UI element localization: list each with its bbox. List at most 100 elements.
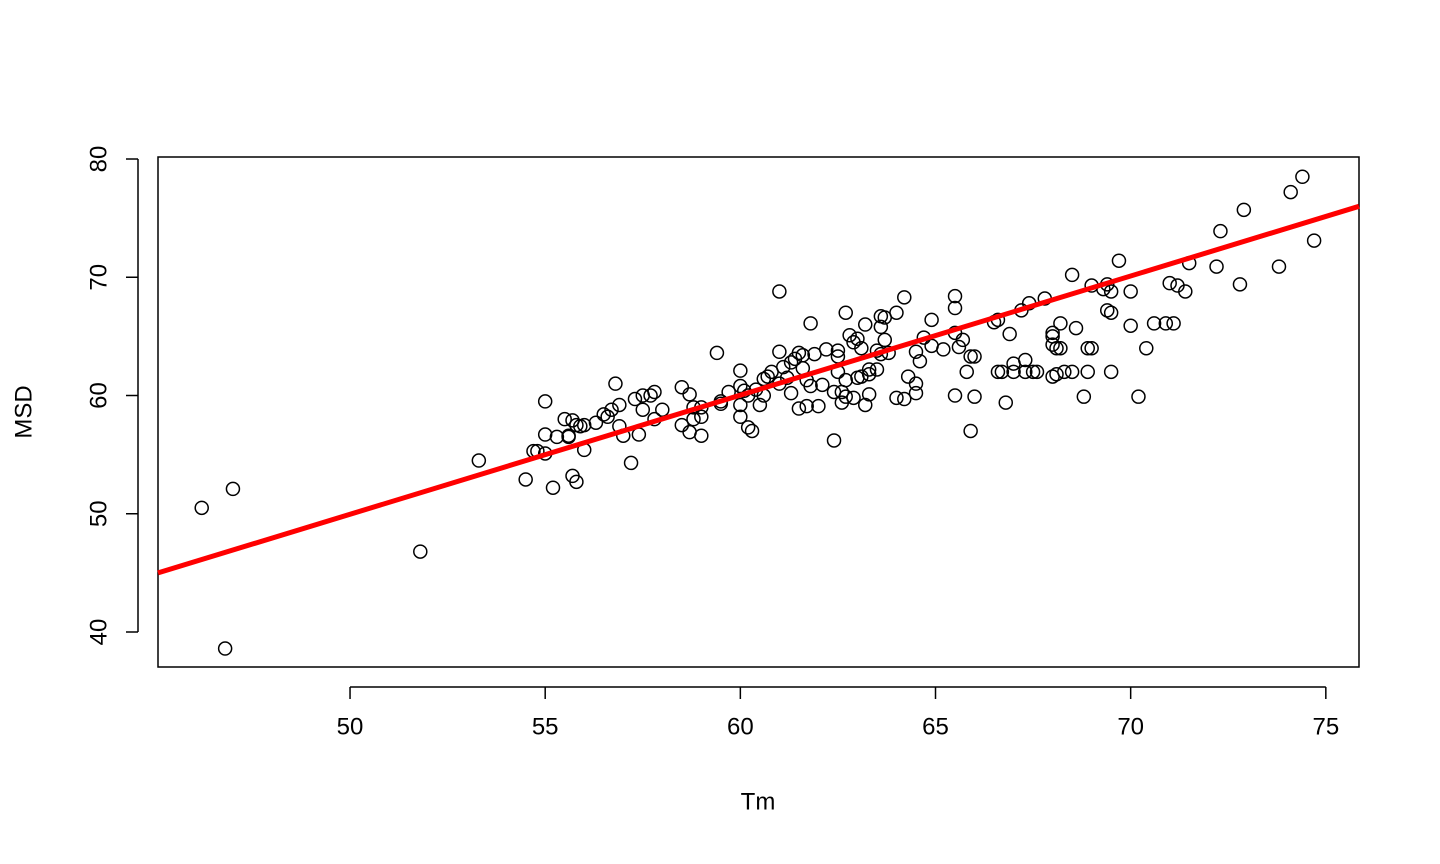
point [826, 433, 842, 448]
point [846, 390, 861, 406]
point [869, 362, 885, 377]
plot-box [157, 156, 1360, 668]
point [803, 378, 818, 394]
point [799, 398, 814, 414]
point [1099, 303, 1115, 318]
point [1158, 316, 1174, 331]
point [947, 388, 963, 403]
y-tick-label: 70 [85, 264, 112, 291]
point [830, 343, 846, 358]
point [545, 480, 561, 495]
y-tick-label: 80 [85, 146, 112, 173]
point [908, 344, 924, 360]
point [682, 387, 697, 402]
point [1006, 364, 1021, 380]
point [674, 379, 690, 395]
point [1123, 284, 1138, 299]
x-tick-label: 75 [1312, 713, 1339, 740]
point [760, 369, 775, 384]
point [752, 397, 768, 413]
point [815, 377, 830, 393]
point [576, 417, 592, 433]
point [635, 402, 651, 417]
point [549, 429, 565, 445]
point [912, 353, 928, 369]
point [1045, 325, 1060, 341]
point [924, 312, 939, 328]
point [967, 349, 982, 364]
point [877, 332, 893, 348]
point [1057, 364, 1072, 380]
point [569, 474, 584, 490]
point [647, 384, 662, 400]
y-axis-label: MSD [10, 385, 37, 438]
point [861, 366, 877, 382]
y-tick-label: 60 [85, 382, 112, 409]
point [733, 409, 748, 425]
point [1053, 316, 1068, 331]
point [217, 641, 233, 656]
point [772, 284, 787, 299]
point [1111, 253, 1127, 268]
point [1025, 364, 1041, 380]
point [1076, 389, 1092, 404]
point [1080, 340, 1095, 356]
point [897, 290, 912, 305]
point [803, 316, 818, 331]
point [744, 423, 760, 439]
point [959, 364, 974, 380]
point [889, 390, 904, 406]
point [537, 394, 553, 409]
point [1084, 340, 1099, 356]
point [1029, 364, 1045, 380]
point [1306, 233, 1322, 248]
point [1162, 275, 1177, 291]
point [811, 398, 826, 414]
point [908, 376, 924, 391]
point [1103, 305, 1119, 320]
point [900, 369, 916, 384]
point [596, 407, 611, 422]
point [1002, 326, 1017, 342]
point [225, 481, 241, 497]
point [998, 395, 1014, 410]
point [1064, 364, 1080, 380]
point [783, 355, 799, 370]
point [674, 417, 690, 433]
point [733, 363, 748, 378]
point [612, 397, 627, 413]
point [643, 388, 658, 403]
point [733, 397, 748, 413]
x-axis-label: Tm [741, 788, 776, 815]
point [1209, 259, 1224, 274]
point [936, 342, 951, 357]
point [1103, 364, 1119, 380]
point [967, 389, 982, 404]
y-tick-label: 40 [85, 619, 112, 646]
y-tick-label: 50 [85, 500, 112, 527]
point [963, 423, 978, 439]
point [1018, 352, 1033, 368]
point [1045, 337, 1060, 352]
point [588, 415, 604, 430]
point [600, 409, 615, 425]
point [889, 305, 904, 320]
x-tick-label: 60 [727, 713, 754, 740]
point [1068, 320, 1084, 336]
point [951, 339, 967, 355]
point [772, 344, 787, 360]
point [795, 348, 811, 363]
point [655, 402, 670, 417]
point [955, 332, 971, 348]
x-tick-label: 55 [532, 713, 559, 740]
point [994, 364, 1010, 380]
point [861, 387, 877, 402]
point [854, 340, 869, 356]
point [908, 385, 924, 401]
point [686, 411, 701, 427]
point [791, 401, 807, 416]
point [1213, 223, 1228, 239]
point [838, 305, 853, 320]
point [1103, 284, 1119, 299]
